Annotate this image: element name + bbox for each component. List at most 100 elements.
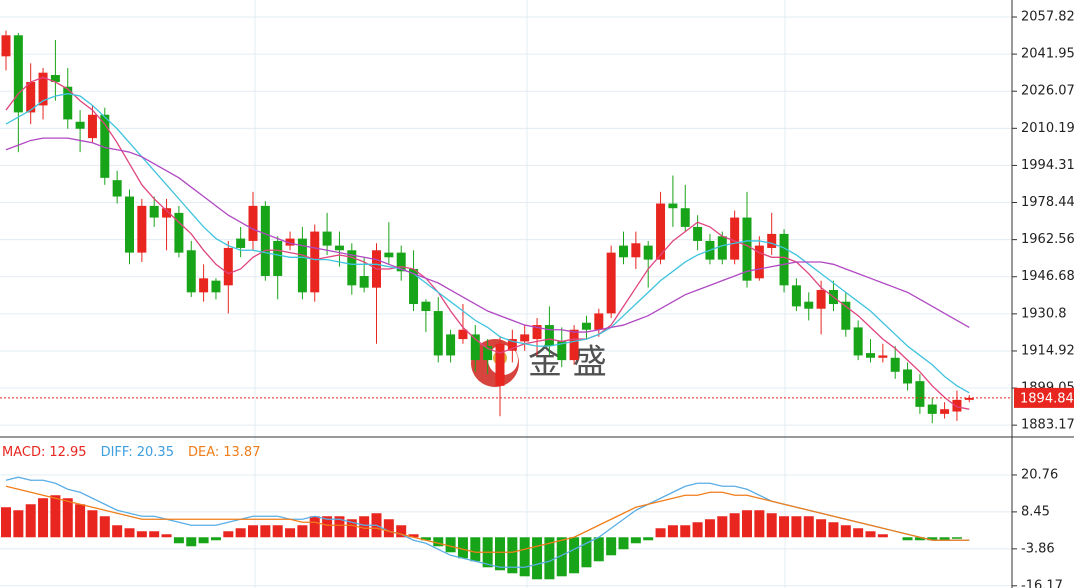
candle-body	[656, 203, 666, 260]
y-tick-label: 20.76	[1021, 467, 1058, 482]
candle-body	[1, 35, 11, 57]
macd-bar	[519, 537, 530, 577]
macd-bar	[803, 516, 814, 538]
candle-body	[915, 381, 925, 407]
candle-body	[693, 226, 703, 241]
legend-value: 13.87	[223, 445, 260, 460]
macd-bar	[581, 537, 592, 568]
macd-bar	[38, 498, 49, 538]
candle-body	[680, 208, 690, 227]
candle-body	[594, 313, 604, 330]
last-price-label: 1894.84	[1020, 391, 1074, 406]
candle-body	[211, 280, 221, 293]
macd-bar	[75, 504, 86, 538]
macd-bar	[495, 537, 505, 571]
macd-bar	[655, 528, 666, 538]
candle-body	[730, 217, 740, 260]
candle-body	[149, 205, 159, 218]
macd-bar	[742, 510, 752, 538]
y-tick-label: 1914.92	[1021, 343, 1074, 358]
macd-pane: 20.76 8.45 -3.86 -16.17 MACD: 12.95 DIFF: 20.35…	[0, 445, 1063, 588]
macd-bar	[618, 537, 629, 550]
macd-bar	[457, 537, 468, 559]
macd-bar	[779, 516, 790, 538]
macd-bar	[198, 537, 209, 544]
legend-entry: MACD: 12.95	[2, 445, 87, 460]
macd-bar	[260, 525, 271, 538]
macd-bar	[939, 537, 950, 541]
candle-body	[470, 334, 480, 361]
y-tick-label: 2026.07	[1021, 84, 1074, 99]
candle-body	[507, 339, 517, 351]
candle-body	[446, 334, 456, 356]
candle-body	[853, 327, 863, 356]
macd-bar	[630, 537, 641, 544]
macd-bar	[704, 519, 715, 538]
candle-body	[409, 268, 419, 305]
macd-bar	[717, 516, 728, 538]
macd-bar	[877, 534, 888, 538]
candle-body	[75, 121, 85, 129]
candle-body	[878, 355, 888, 358]
macd-bar	[680, 525, 691, 538]
candle-body	[310, 231, 320, 293]
macd-bar	[25, 504, 36, 538]
candle-body	[347, 250, 357, 286]
last-price-box	[1014, 387, 1074, 408]
macd-bar	[643, 537, 654, 541]
y-tick-label: 1962.56	[1021, 232, 1074, 247]
candle-body	[544, 325, 554, 347]
candle-body	[866, 353, 875, 358]
candle-body	[520, 334, 530, 342]
candle-body	[557, 341, 567, 361]
macd-bar	[433, 537, 444, 547]
candle-body	[396, 252, 406, 272]
macd-bar	[285, 528, 296, 538]
candle-body	[569, 329, 579, 361]
macd-bar	[272, 525, 283, 538]
macd-bar	[408, 534, 419, 538]
candle-body	[495, 343, 505, 386]
legend-value: 20.35	[137, 445, 174, 460]
candle-body	[791, 285, 801, 307]
macd-bar	[161, 534, 172, 538]
candle-body	[125, 196, 134, 253]
candle-body	[384, 252, 394, 258]
candle-body	[322, 231, 332, 246]
candle-body	[903, 369, 913, 384]
y-tick-label: 2057.82	[1021, 10, 1074, 25]
candle-body	[223, 247, 233, 286]
macd-bar	[927, 537, 938, 541]
y-tick-label: 2041.95	[1021, 47, 1074, 62]
macd-line	[5, 485, 970, 553]
macd-bar	[445, 537, 456, 553]
macd-bar	[556, 537, 567, 577]
macd-bar	[396, 525, 407, 538]
candle-body	[458, 329, 468, 340]
macd-bar	[853, 528, 864, 538]
candle-body	[964, 397, 974, 400]
legend-entry: DEA: 13.87	[188, 445, 261, 460]
candle-body	[87, 114, 97, 139]
macd-bar	[766, 513, 777, 538]
candle-body	[260, 205, 270, 276]
y-tick-label: -16.17	[1021, 578, 1063, 588]
watermark-text: 金 盛	[528, 343, 607, 383]
macd-bar	[112, 525, 123, 538]
candle-body	[186, 250, 196, 293]
macd-bar	[828, 522, 839, 538]
macd-bar	[309, 516, 320, 538]
macd-bar	[383, 519, 394, 538]
macd-bar	[1, 507, 11, 538]
moving-average-line	[5, 93, 970, 394]
candle-body	[779, 233, 789, 286]
moving-average-line	[5, 76, 970, 410]
candle-body	[940, 409, 950, 414]
candle-body	[767, 233, 777, 248]
macd-bar	[87, 510, 98, 538]
macd-bar	[729, 513, 740, 538]
candle-body	[619, 245, 628, 258]
macd-bar	[569, 537, 580, 574]
